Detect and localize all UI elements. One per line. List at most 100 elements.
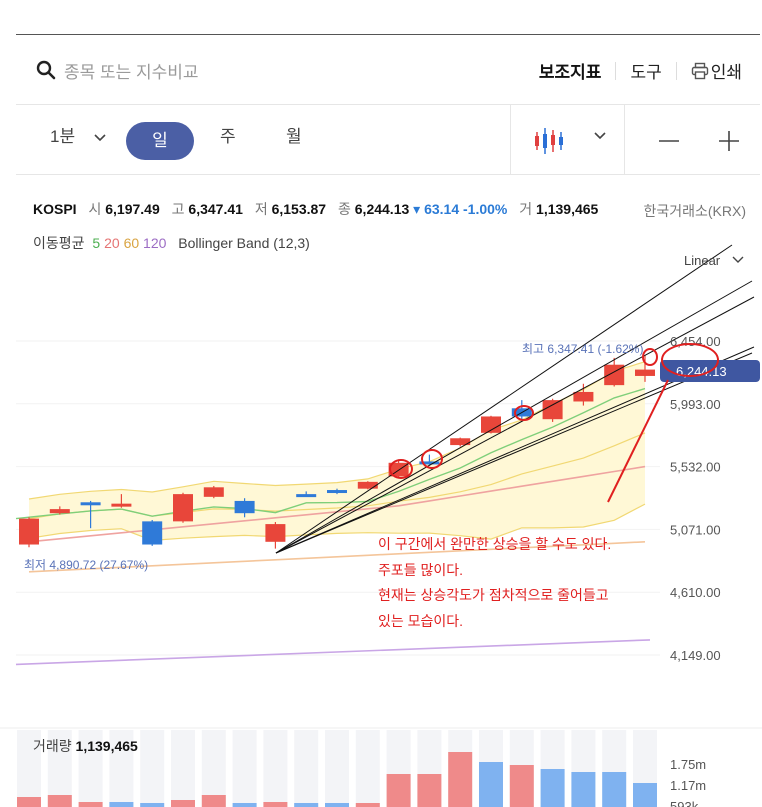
period-week-tab[interactable]: 주	[220, 122, 236, 147]
y-tick-label: 5,993.00	[670, 397, 721, 412]
y-tick-label: 6,454.00	[670, 334, 721, 349]
period-day-label: 일	[152, 131, 168, 150]
low-label: 저	[255, 201, 268, 217]
period-month-tab[interactable]: 월	[286, 122, 302, 147]
high-label: 고	[172, 201, 185, 217]
price-info: KOSPI 시 6,197.49 고 6,347.41 저 6,153.87 종…	[33, 199, 598, 219]
y-tick-label: 4,149.00	[670, 648, 721, 663]
volume-bar	[571, 772, 595, 807]
search-icon[interactable]	[36, 60, 56, 80]
print-button[interactable]: 인쇄	[711, 58, 742, 83]
chevron-down-icon[interactable]	[733, 257, 743, 262]
down-arrow-icon: ▾	[413, 201, 420, 217]
candle[interactable]	[81, 502, 101, 505]
volume-bg	[294, 730, 318, 807]
indicators-button[interactable]: 보조지표	[539, 58, 602, 83]
chevron-down-icon[interactable]	[594, 132, 606, 140]
volume-bar	[417, 774, 441, 807]
volume-title: 거래량	[33, 738, 72, 754]
volume-bg	[325, 730, 349, 807]
volume-bar	[510, 765, 534, 807]
volume-bar	[171, 800, 195, 807]
current-price: 6,244.13	[676, 364, 727, 379]
volume-bar	[387, 774, 411, 807]
period-minute[interactable]: 1분	[50, 122, 75, 147]
volume-tick-label: 593k	[670, 799, 699, 807]
volume-bg	[263, 730, 287, 807]
divider	[624, 104, 625, 174]
search-bar: 종목 또는 지수비교 보조지표 도구 인쇄	[16, 36, 760, 105]
candle[interactable]	[235, 501, 255, 513]
candle[interactable]	[635, 370, 655, 376]
candle[interactable]	[142, 521, 162, 544]
index-name: KOSPI	[33, 201, 77, 217]
exchange-label: 한국거래소(KRX)	[643, 201, 746, 221]
y-tick-label: 5,532.00	[670, 460, 721, 475]
volume-bar	[109, 802, 133, 807]
divider	[615, 62, 616, 80]
candlestick-type-icon[interactable]	[534, 126, 566, 156]
min-label: 최저 4,890.72 (27.67%)	[24, 558, 148, 572]
search-input[interactable]: 종목 또는 지수비교	[64, 58, 199, 83]
volume-bar	[633, 783, 657, 807]
candle[interactable]	[50, 509, 70, 513]
top-divider	[16, 34, 760, 35]
draw-tools-button[interactable]: 도구	[630, 58, 661, 83]
period-toolbar: 1분 일 주 월	[16, 104, 760, 175]
volume-bar	[233, 803, 257, 807]
volume-bar	[294, 803, 318, 807]
change-percent: -1.00%	[463, 201, 507, 217]
ma-120-line	[16, 640, 650, 665]
y-tick-label: 4,610.00	[670, 585, 721, 600]
volume-bar	[48, 795, 72, 807]
candle[interactable]	[265, 524, 285, 542]
volume-tick-label: 1.75m	[670, 757, 706, 772]
close-value: 6,244.13	[355, 201, 410, 217]
volume-bar	[140, 803, 164, 807]
candle[interactable]	[543, 400, 563, 419]
volume-tick-label: 1.17m	[670, 778, 706, 793]
price-chart[interactable]: 6,454.00 5,993.00 5,532.00 5,071.00 4,610.00…	[0, 240, 762, 807]
period-day-tab[interactable]: 일	[126, 122, 194, 160]
change-value: 63.14	[424, 201, 459, 217]
candle[interactable]	[327, 490, 347, 493]
scale-label[interactable]: Linear	[684, 253, 721, 268]
candle[interactable]	[573, 392, 593, 402]
divider	[676, 62, 677, 80]
volume-bg	[140, 730, 164, 807]
max-label: 최고 6,347.41 (-1.62%)	[522, 342, 643, 356]
volume-short-label: 거	[519, 201, 532, 217]
bollinger-band	[29, 362, 645, 541]
volume-value: 1,139,465	[76, 738, 138, 754]
volume-bar	[17, 797, 41, 807]
chevron-down-icon[interactable]	[94, 134, 106, 142]
volume-bar	[356, 803, 380, 807]
volume-short-value: 1,139,465	[536, 201, 598, 217]
volume-label: 거래량 1,139,465	[33, 736, 138, 756]
candle[interactable]	[111, 504, 131, 507]
volume-bar	[479, 762, 503, 807]
volume-bg	[356, 730, 380, 807]
candle[interactable]	[204, 487, 224, 497]
open-value: 6,197.49	[105, 201, 160, 217]
print-icon[interactable]	[691, 62, 709, 80]
candle[interactable]	[19, 519, 39, 545]
y-axis: 6,454.00 5,993.00 5,532.00 5,071.00 4,610.00…	[670, 334, 721, 663]
volume-bar	[602, 772, 626, 807]
annotation-line-3: 현재는 상승각도가 점차적으로 줄어들고	[378, 587, 609, 603]
zoom-out-icon[interactable]	[658, 130, 680, 152]
candle[interactable]	[173, 494, 193, 521]
volume-bar	[263, 802, 287, 807]
volume-bar	[325, 803, 349, 807]
divider	[510, 104, 511, 174]
volume-bar	[202, 795, 226, 807]
y-tick-label: 5,071.00	[670, 522, 721, 537]
zoom-in-icon[interactable]	[718, 130, 740, 152]
volume-bg	[171, 730, 195, 807]
chart-tools: 보조지표 도구 인쇄	[539, 58, 742, 83]
close-label: 종	[338, 201, 351, 217]
annotation-line-4: 있는 모습이다.	[378, 613, 463, 629]
high-value: 6,347.41	[188, 201, 243, 217]
candle[interactable]	[358, 482, 378, 489]
candle[interactable]	[296, 494, 316, 497]
